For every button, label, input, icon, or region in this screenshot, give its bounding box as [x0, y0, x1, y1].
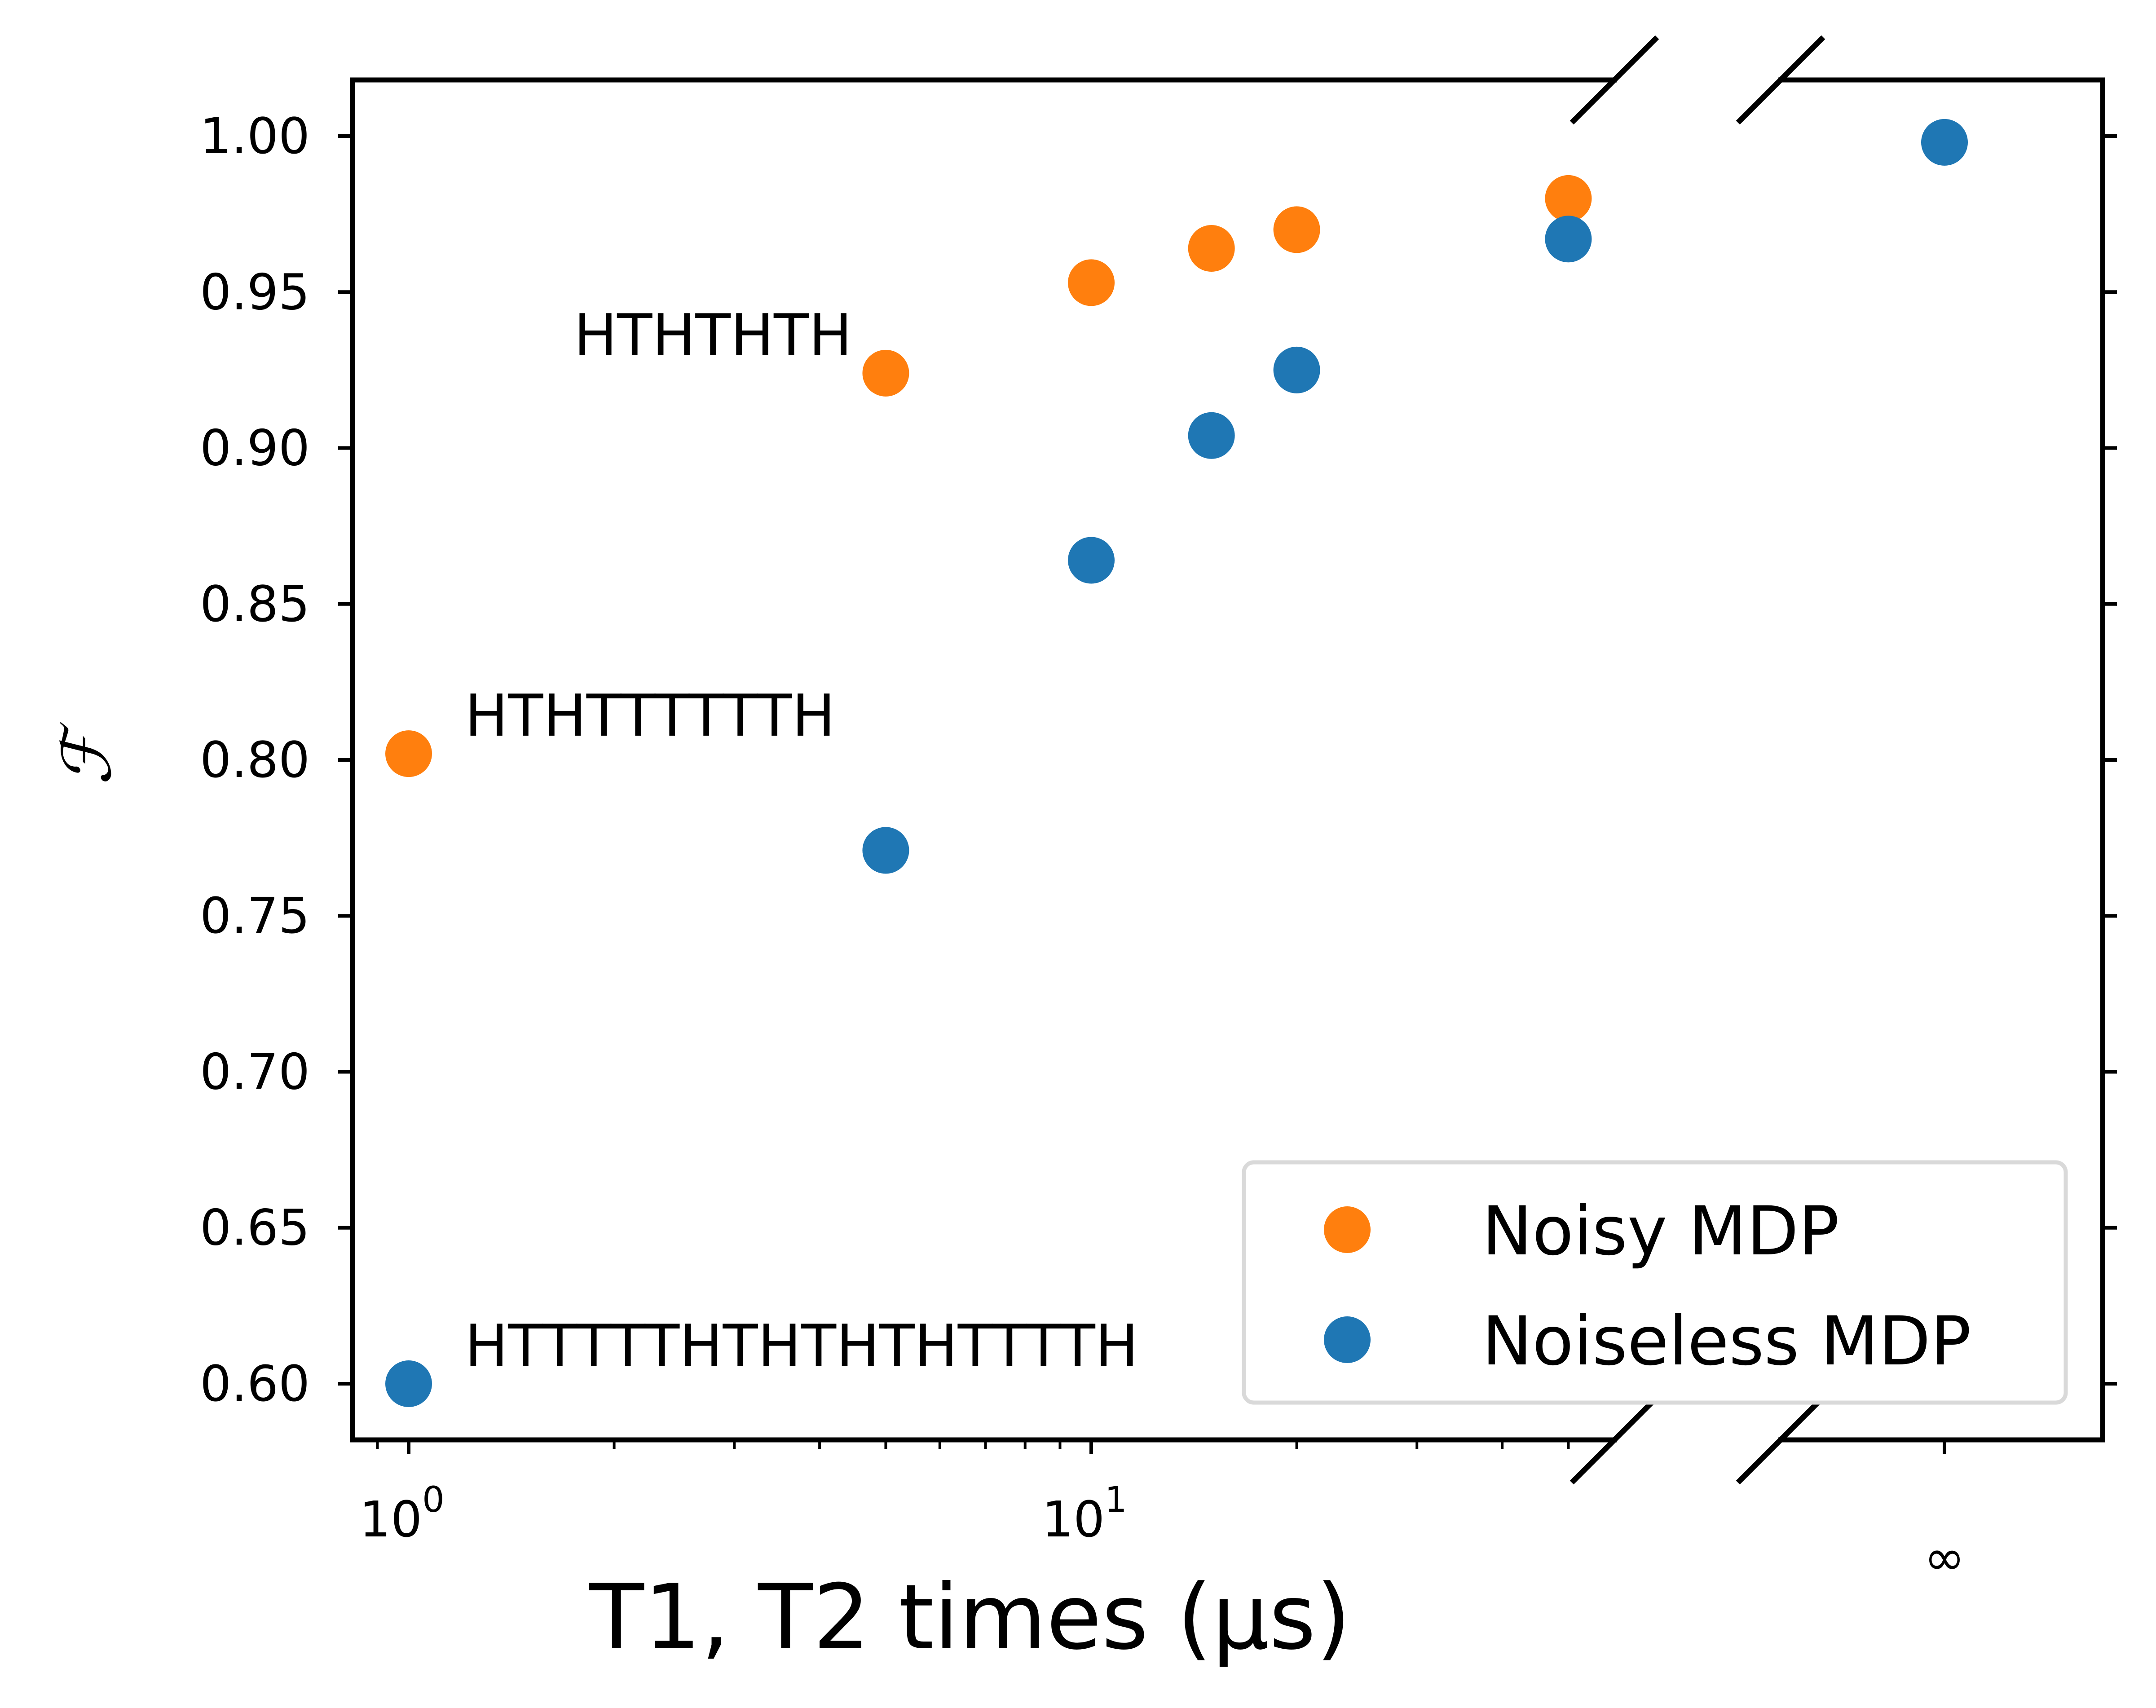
legend-marker	[1324, 1206, 1371, 1253]
y-tick-label: 0.95	[200, 263, 310, 321]
noiseless-mdp-point	[385, 1360, 432, 1407]
y-tick-label: 0.85	[200, 575, 310, 633]
noisy-mdp-point	[385, 730, 432, 777]
noiseless-mdp-point	[1273, 346, 1320, 393]
noiseless-mdp-point	[1921, 119, 1968, 166]
y-tick-label: 0.65	[200, 1199, 310, 1257]
legend-marker	[1324, 1316, 1371, 1363]
axes-frame	[350, 35, 2105, 1485]
y-axis-ticks: 0.60 0.65 0.70 0.75 0.80 0.85 0.90 0.95 1.00	[200, 107, 2117, 1412]
legend: Noisy MDP Noiseless MDP	[1242, 1160, 2068, 1405]
legend-label: Noiseless MDP	[1482, 1302, 1971, 1381]
point-annotation: HTTTTTHTHTHTHTTTTH	[465, 1313, 1138, 1380]
y-tick-label: 0.75	[200, 887, 310, 944]
x-axis-ticks: 100 101 ∞	[359, 1440, 1965, 1586]
noisy-mdp-point	[1545, 175, 1592, 222]
axis-break-mark	[1736, 35, 1825, 125]
axis-break-mark	[1570, 35, 1659, 125]
point-annotation: HTHTTTTTTH	[465, 683, 835, 750]
axis-break-mark	[1736, 1395, 1825, 1485]
noisy-mdp-point	[1188, 225, 1235, 272]
y-tick-label: 0.70	[200, 1043, 310, 1100]
noiseless-mdp-point	[862, 827, 909, 874]
x-tick-label: 101	[1042, 1480, 1127, 1548]
y-tick-label: 0.60	[200, 1355, 310, 1412]
noisy-mdp-point	[1068, 259, 1115, 306]
legend-box	[1242, 1160, 2068, 1405]
noisy-mdp-point	[862, 349, 909, 397]
noiseless-mdp-point	[1068, 537, 1115, 584]
x-tick-label-infinity: ∞	[1924, 1529, 1965, 1586]
y-tick-label: 0.80	[200, 731, 310, 789]
y-tick-label: 0.90	[200, 419, 310, 477]
axis-break-mark	[1570, 1395, 1659, 1485]
noiseless-mdp-point	[1188, 412, 1235, 459]
noiseless-mdp-point	[1545, 216, 1592, 263]
y-tick-label: 1.00	[200, 107, 310, 165]
point-annotations: HTHTHTH HTHTTTTTTH HTTTTTHTHTHTHTTTTH	[465, 302, 1138, 1380]
x-axis-label: T1, T2 times (μs)	[589, 1565, 1351, 1670]
data-points	[385, 119, 1968, 1407]
noisy-mdp-point	[1273, 206, 1320, 253]
legend-label: Noisy MDP	[1482, 1192, 1839, 1271]
y-axis-label: ℱ	[48, 722, 126, 786]
x-tick-label: 100	[359, 1480, 445, 1548]
point-annotation: HTHTHTH	[574, 302, 852, 369]
